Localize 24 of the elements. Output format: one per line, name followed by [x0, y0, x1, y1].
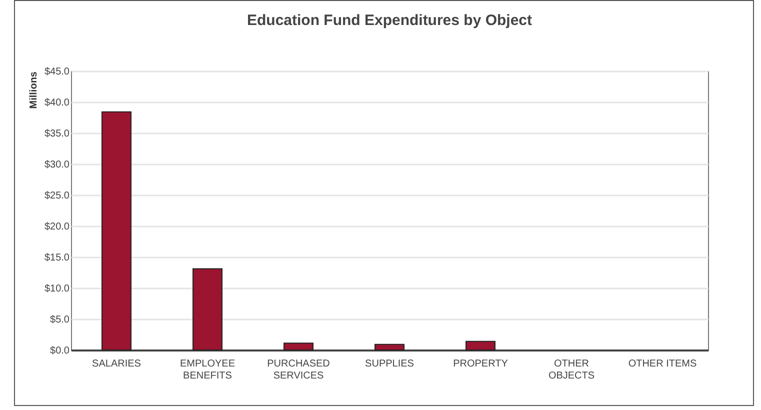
x-tick-label: SUPPLIES [365, 358, 414, 370]
y-tick-label: $25.0 [44, 190, 70, 202]
y-tick-label: $15.0 [44, 252, 70, 264]
y-tick-label: $40.0 [44, 98, 70, 108]
x-tick-label: PROPERTY [453, 358, 508, 370]
bar [284, 342, 314, 350]
bar [192, 268, 222, 350]
y-tick-label: $10.0 [44, 284, 70, 294]
y-tick-label: $0.0 [50, 346, 70, 356]
y-tick-label: $5.0 [50, 314, 70, 326]
y-axis-title: Millions [28, 71, 40, 109]
chart-title: Education Fund Expenditures by Object [246, 12, 532, 29]
y-tick-label: $20.0 [44, 222, 70, 232]
y-tick-label: $45.0 [44, 66, 70, 78]
x-tick-label: OTHER OBJECTS [548, 358, 595, 382]
bar [102, 111, 132, 350]
bar [374, 344, 404, 350]
x-tick-label: SALARIES [92, 358, 142, 370]
y-tick-label: $35.0 [44, 128, 70, 140]
x-tick-label: PURCHASED SERVICES [267, 358, 330, 382]
y-tick-label: $30.0 [44, 160, 70, 170]
bar [466, 340, 496, 350]
x-tick-label: OTHER ITEMS [628, 358, 697, 370]
x-tick-label: EMPLOYEE BENEFITS [180, 358, 236, 382]
